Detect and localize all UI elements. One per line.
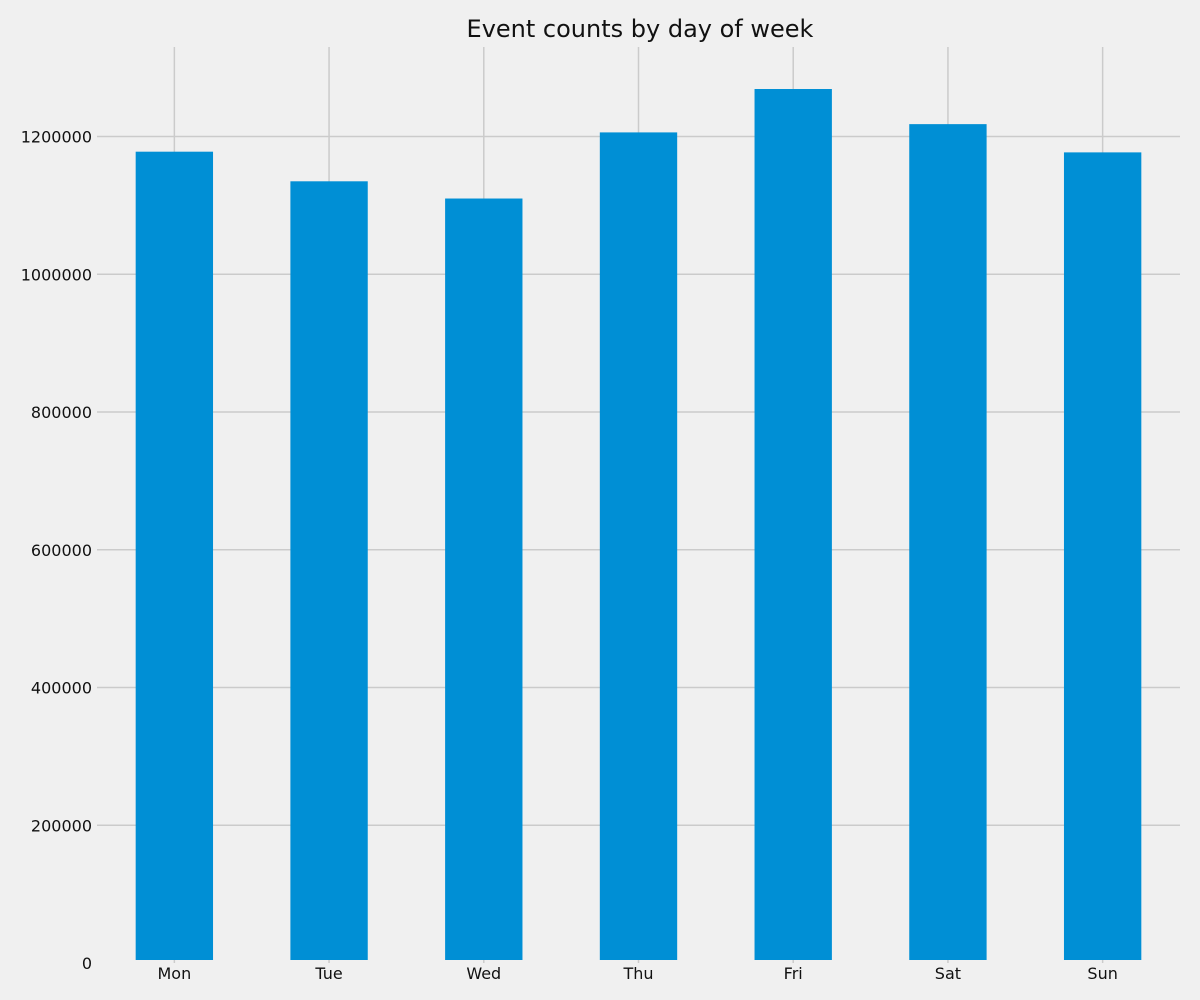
bar-sun <box>1063 152 1142 960</box>
x-axis-tick-labels: Mon Tue Wed Thu Fri Sat Sun <box>157 964 1117 983</box>
bar-fri <box>754 89 832 961</box>
y-tick-label: 0 <box>82 954 92 973</box>
x-tick-label: Sat <box>935 964 961 983</box>
x-tick-label: Wed <box>466 964 501 983</box>
bars <box>135 89 1142 961</box>
y-tick-label: 1200000 <box>21 128 92 147</box>
bar-sat <box>909 124 987 960</box>
x-tick-label: Fri <box>784 964 803 983</box>
bar-mon <box>135 151 214 960</box>
bar-tue <box>290 181 368 960</box>
chart-title: Event counts by day of week <box>467 15 814 43</box>
x-tick-label: Thu <box>622 964 653 983</box>
y-tick-label: 600000 <box>31 541 92 560</box>
y-tick-label: 200000 <box>31 816 92 835</box>
y-tick-label: 400000 <box>31 679 92 698</box>
y-axis-tick-labels: 0 200000 400000 600000 800000 1000000 1200000 <box>21 128 92 973</box>
x-tick-label: Mon <box>157 964 191 983</box>
y-tick-label: 800000 <box>31 403 92 422</box>
bar-wed <box>445 198 523 960</box>
y-tick-label: 1000000 <box>21 265 92 284</box>
x-tick-label: Sun <box>1087 964 1117 983</box>
bar-thu <box>599 132 678 961</box>
x-tick-label: Tue <box>314 964 342 983</box>
